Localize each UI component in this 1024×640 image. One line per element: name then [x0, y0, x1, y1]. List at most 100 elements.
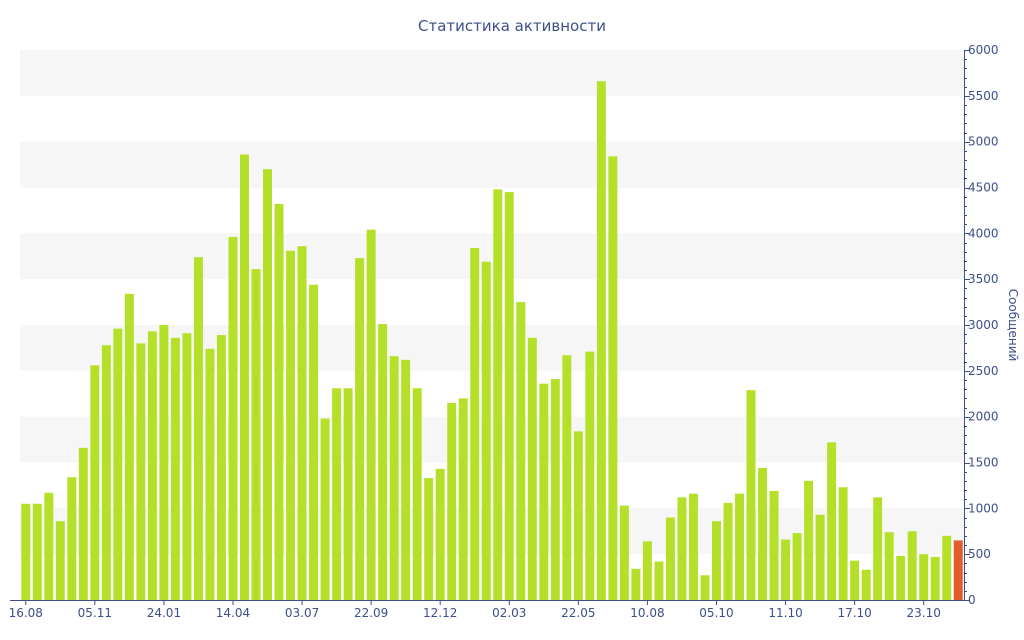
y-tick-label: 0: [968, 593, 976, 607]
bar: [527, 337, 537, 600]
y-tick-label: 1000: [968, 501, 999, 515]
bar: [723, 502, 733, 600]
bar: [67, 477, 77, 600]
y-tick-label: 6000: [968, 43, 999, 57]
bar: [389, 356, 399, 600]
x-tick-label: 22.05: [561, 606, 595, 620]
x-tick-label: 02.03: [492, 606, 526, 620]
bar: [44, 492, 54, 600]
bar: [193, 257, 203, 600]
x-tick-label: 23.10: [907, 606, 941, 620]
bar: [286, 250, 296, 600]
bar: [263, 169, 272, 601]
y-tick-label: 3500: [968, 272, 999, 286]
bar: [55, 521, 65, 600]
bar: [907, 531, 917, 600]
bar: [90, 365, 100, 600]
bar: [631, 568, 641, 600]
bar: [919, 554, 929, 600]
bar: [642, 541, 652, 600]
grid-band: [20, 141, 964, 188]
bar: [435, 468, 445, 600]
bar: [378, 324, 388, 600]
bar: [608, 156, 618, 600]
bar: [700, 575, 710, 600]
bar: [251, 269, 261, 600]
bar: [550, 379, 560, 600]
bar: [113, 328, 123, 600]
bar: [32, 503, 42, 600]
bar: [539, 383, 549, 600]
bar: [815, 514, 825, 600]
y-tick-label: 5000: [968, 135, 999, 149]
bar: [930, 556, 940, 600]
bar: [470, 248, 480, 600]
bar: [228, 237, 238, 600]
bar: [838, 487, 848, 600]
y-tick-label: 4500: [968, 181, 999, 195]
bar: [619, 505, 629, 600]
bar: [861, 569, 871, 600]
bar: [78, 447, 88, 600]
x-tick-label: 03.07: [285, 606, 319, 620]
bar: [493, 189, 503, 600]
bar: [654, 561, 664, 600]
x-tick-label: 12.12: [423, 606, 457, 620]
grid-band: [20, 50, 964, 96]
bar: [309, 284, 319, 600]
bar: [170, 337, 180, 600]
bar: [21, 503, 31, 600]
bar: [182, 333, 192, 600]
bar: [792, 533, 802, 600]
bar: [804, 480, 814, 600]
bar: [458, 398, 468, 600]
bar: [101, 345, 111, 600]
bar: [562, 355, 572, 600]
y-tick-label: 5500: [968, 89, 999, 103]
bar: [712, 521, 721, 600]
bar: [481, 261, 491, 600]
bar: [573, 431, 583, 600]
bar: [124, 293, 134, 600]
bar: [677, 497, 687, 600]
bar: [343, 388, 353, 600]
bar: [205, 348, 215, 600]
bar: [516, 302, 526, 600]
y-tick-label: 3000: [968, 318, 999, 332]
bar: [504, 192, 514, 600]
bar: [401, 359, 411, 600]
bar: [585, 351, 595, 600]
bar: [366, 229, 376, 601]
y-tick-label: 4000: [968, 226, 999, 240]
x-axis: 16.08 05.11 24.01 14.04 03.07 22.09 12.12 02.03…: [9, 600, 964, 620]
y-axis: 0 500 1000 1500 2000 2500 3000 3500 4000 4500 5000…: [964, 43, 999, 607]
y-tick-label: 1500: [968, 456, 999, 470]
bar: [159, 325, 169, 600]
bar-series: [21, 81, 963, 601]
plot-bands: [20, 50, 964, 555]
bar: [735, 493, 744, 600]
bar: [758, 468, 768, 600]
bar: [596, 81, 606, 601]
chart-title: Статистика активности: [418, 17, 606, 35]
bar: [688, 493, 698, 600]
bar: [297, 246, 307, 601]
x-tick-label: 14.04: [216, 606, 250, 620]
y-tick-label: 500: [968, 547, 991, 561]
x-tick-label: 11.10: [768, 606, 802, 620]
bar: [827, 442, 837, 600]
bar: [850, 560, 860, 600]
bar: [746, 390, 756, 600]
x-tick-label: 16.08: [9, 606, 43, 620]
x-tick-label: 05.11: [78, 606, 112, 620]
x-tick-label: 22.09: [354, 606, 388, 620]
bar: [240, 154, 249, 600]
bar: [781, 539, 791, 600]
bar: [665, 517, 675, 600]
x-tick-label: 17.10: [837, 606, 871, 620]
bar: [332, 388, 342, 600]
x-tick-label: 24.01: [147, 606, 181, 620]
x-tick-label: 05.10: [699, 606, 733, 620]
